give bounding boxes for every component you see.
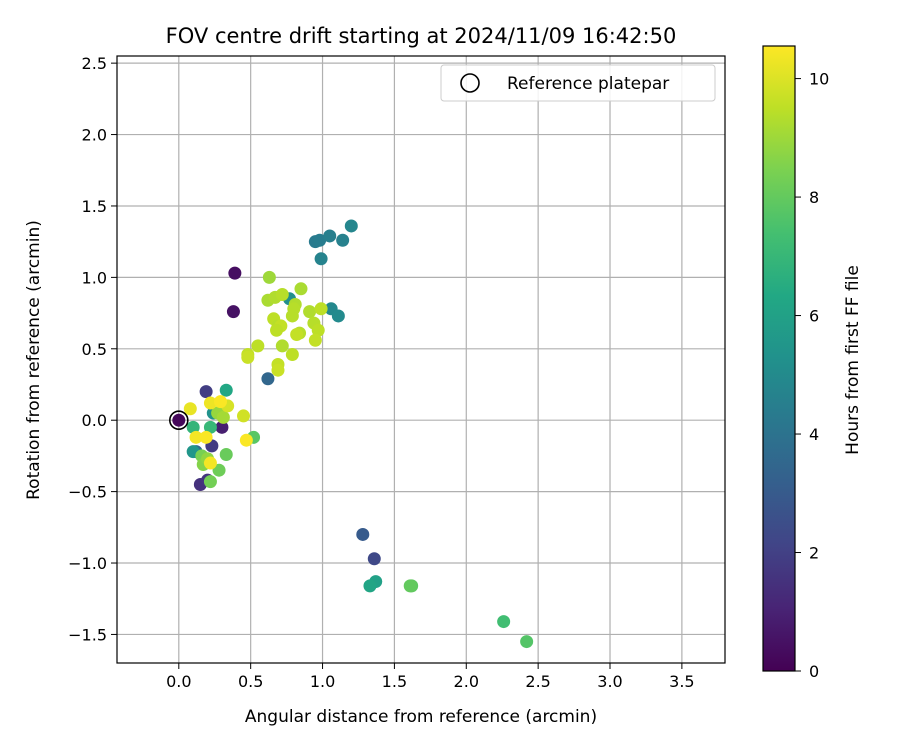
legend: Reference platepar	[440, 64, 716, 102]
colorbar-tick-label: 10	[809, 70, 829, 89]
data-point	[199, 430, 213, 444]
data-point	[183, 402, 197, 416]
plot-frame	[116, 55, 726, 664]
y-tick-label: −0.5	[68, 483, 107, 502]
y-tick-label: −1.5	[68, 625, 107, 644]
data-point	[203, 456, 217, 470]
data-point	[323, 229, 337, 243]
colorbar: 0 2 4 6 8 10 Hours from first FF file	[762, 45, 863, 681]
data-point	[239, 433, 253, 447]
x-tick-label: 2.0	[454, 672, 479, 691]
x-tick-label: 1.0	[310, 672, 335, 691]
data-point	[294, 282, 308, 296]
legend-marker-icon	[460, 73, 480, 93]
x-tick-label: 1.5	[382, 672, 407, 691]
data-point	[363, 579, 377, 593]
data-point	[270, 323, 284, 337]
colorbar-title: Hours from first FF file	[843, 265, 863, 455]
data-point	[308, 333, 322, 347]
data-point	[189, 430, 203, 444]
y-tick-label: 1.0	[82, 268, 107, 287]
data-point	[403, 579, 417, 593]
colorbar-ticks: 0 2 4 6 8 10	[795, 70, 829, 681]
colorbar-tick-label: 2	[809, 544, 819, 563]
data-point	[251, 339, 265, 353]
data-point	[186, 420, 200, 434]
data-point	[203, 396, 217, 410]
y-tick-label: 1.5	[82, 197, 107, 216]
x-tick-label: 3.5	[669, 672, 694, 691]
y-axis-title: Rotation from reference (arcmin)	[24, 220, 44, 500]
data-point	[172, 413, 186, 427]
data-point	[236, 409, 250, 423]
data-point	[314, 302, 328, 316]
data-point	[336, 233, 350, 247]
data-point	[203, 420, 217, 434]
data-point	[216, 410, 230, 424]
x-tick-label: 3.0	[597, 672, 622, 691]
chart-title: FOV centre drift starting at 2024/11/09 …	[166, 24, 677, 48]
data-point	[226, 305, 240, 319]
data-point	[212, 463, 226, 477]
colorbar-gradient	[762, 45, 796, 672]
reference-marker	[169, 410, 189, 431]
data-point	[520, 635, 534, 649]
colorbar-tick-label: 4	[809, 425, 819, 444]
colorbar-tick-label: 0	[809, 662, 819, 681]
data-point	[219, 447, 233, 461]
data-point	[313, 233, 327, 247]
legend-label: Reference platepar	[507, 74, 669, 94]
data-point	[285, 348, 299, 362]
data-point	[261, 372, 275, 386]
data-point	[241, 350, 255, 364]
legend-box	[440, 64, 716, 102]
data-point	[215, 420, 229, 434]
data-point	[275, 288, 289, 302]
data-point	[203, 475, 217, 489]
data-point	[367, 552, 381, 566]
data-point	[303, 305, 317, 319]
colorbar-tick-label: 8	[809, 188, 819, 207]
y-tick-label: 0.0	[82, 411, 107, 430]
data-point	[356, 527, 370, 541]
x-tick-label: 0.5	[238, 672, 263, 691]
data-point	[199, 385, 213, 399]
grid	[117, 56, 725, 663]
data-point	[314, 252, 328, 266]
data-point	[344, 219, 358, 233]
data-points	[169, 219, 534, 649]
y-tick-label: 2.5	[82, 54, 107, 73]
y-tick-label: 0.5	[82, 340, 107, 359]
data-point	[331, 309, 345, 323]
data-point	[290, 328, 304, 342]
data-point	[271, 363, 285, 377]
x-axis-title: Angular distance from reference (arcmin)	[245, 707, 597, 727]
x-tick-label: 2.5	[525, 672, 550, 691]
data-point	[285, 309, 299, 323]
data-point	[497, 615, 511, 629]
data-point	[228, 266, 242, 280]
colorbar-tick-label: 6	[809, 307, 819, 326]
data-point	[219, 383, 233, 397]
data-point	[275, 339, 289, 353]
data-point	[213, 395, 227, 409]
y-tick-label: 2.0	[82, 126, 107, 145]
axis-ticks: 0.0 0.5 1.0 1.5 2.0 2.5 3.0 3.5 −1.5 −1.0 −0.5 0.0 0…	[68, 54, 694, 691]
data-point	[311, 323, 325, 337]
data-point	[262, 270, 276, 284]
x-tick-label: 0.0	[166, 672, 191, 691]
y-tick-label: −1.0	[68, 554, 107, 573]
